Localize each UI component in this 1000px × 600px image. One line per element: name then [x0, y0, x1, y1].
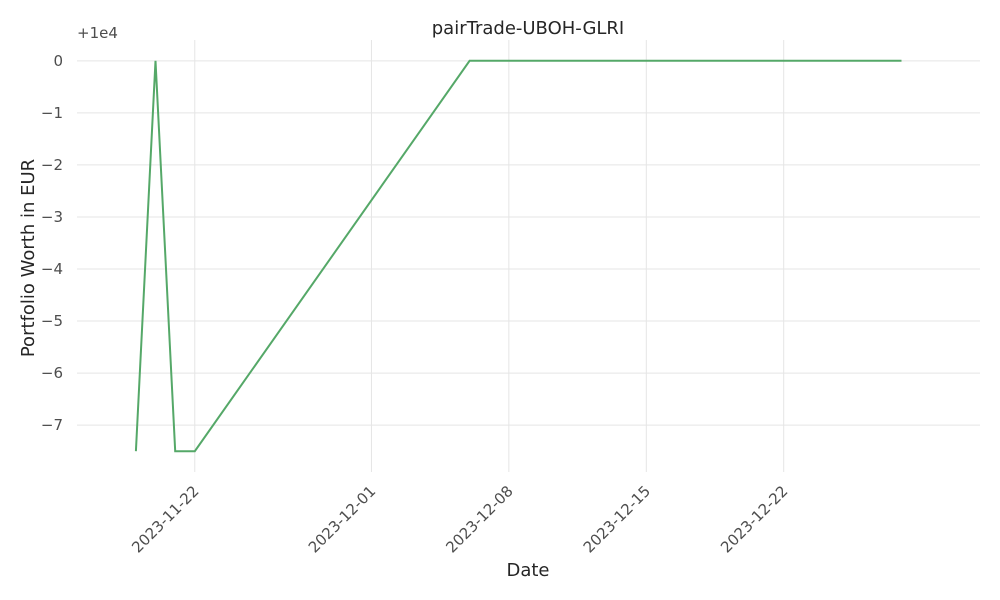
- y-tick-label: −2: [41, 156, 63, 174]
- x-tick-label: 2023-12-08: [442, 482, 516, 556]
- x-tick-label: 2023-12-15: [580, 482, 654, 556]
- y-tick-label: −4: [41, 260, 63, 278]
- y-axis-ticks: 0 −1 −2 −3 −4 −5 −6 −7: [41, 52, 63, 434]
- y-tick-label: −3: [41, 208, 63, 226]
- x-tick-label: 2023-11-22: [128, 482, 202, 556]
- y-tick-label: −6: [41, 364, 63, 382]
- y-tick-label: −7: [41, 416, 63, 434]
- grid: [77, 40, 980, 472]
- series-layer: [134, 59, 902, 453]
- y-tick-label: −1: [41, 104, 63, 122]
- y-tick-label: 0: [53, 52, 63, 70]
- x-tick-label: 2023-12-22: [717, 482, 791, 556]
- x-tick-label: 2023-12-01: [305, 482, 379, 556]
- x-axis-ticks: 2023-11-22 2023-12-01 2023-12-08 2023-12-15…: [128, 482, 791, 556]
- y-offset-label: +1e4: [77, 24, 118, 42]
- x-axis-label: Date: [506, 560, 549, 581]
- series-line: [134, 59, 902, 453]
- y-axis-label: Portfolio Worth in EUR: [18, 159, 39, 357]
- chart-title: pairTrade-UBOH-GLRI: [432, 18, 625, 39]
- y-tick-label: −5: [41, 312, 63, 330]
